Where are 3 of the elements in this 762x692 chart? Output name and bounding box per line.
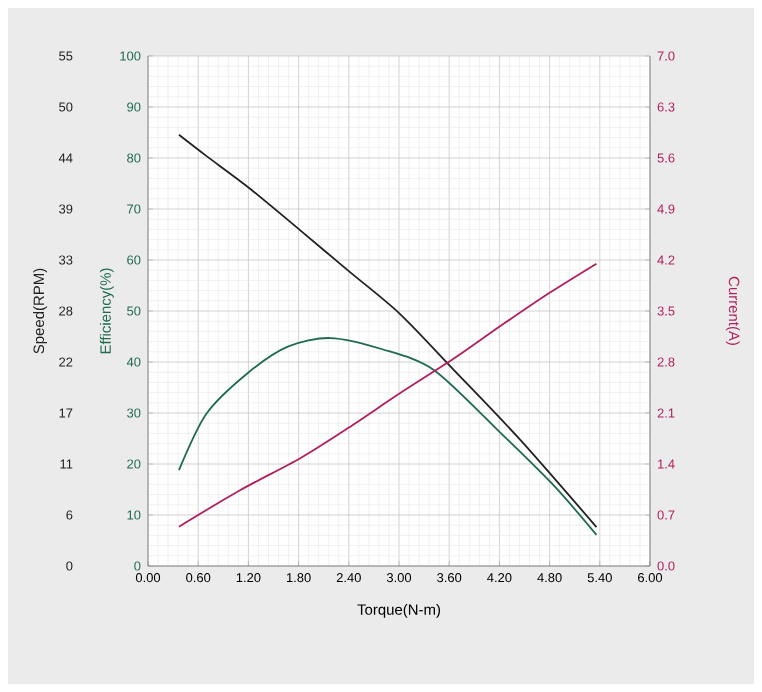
line-series [178, 337, 598, 536]
line-series [178, 133, 598, 528]
line-series [178, 262, 598, 528]
